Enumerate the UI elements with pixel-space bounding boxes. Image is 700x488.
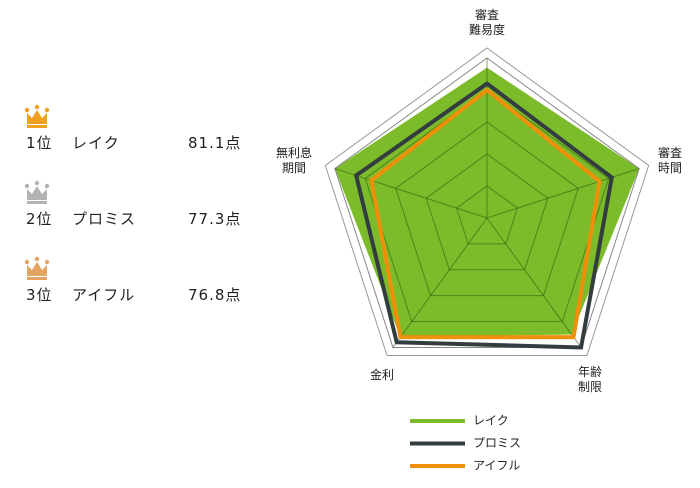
- spoke: [334, 168, 488, 219]
- crown-jewel: [44, 259, 50, 265]
- crown-band: [27, 277, 47, 280]
- rank: 1位: [26, 134, 53, 152]
- legend-label: レイク: [473, 414, 509, 428]
- crown-icon: [27, 262, 47, 276]
- crown-band: [27, 125, 47, 128]
- crown-band: [27, 201, 47, 204]
- name: プロミス: [72, 210, 137, 228]
- grid-ring: [334, 57, 640, 348]
- crown-jewel: [34, 180, 40, 186]
- crown-jewel: [24, 259, 30, 265]
- crown-jewel: [34, 104, 40, 110]
- crown-jewel: [24, 107, 30, 113]
- crown-jewel: [44, 183, 50, 189]
- score: 77.3点: [188, 210, 242, 228]
- crown-jewel: [24, 183, 30, 189]
- axis-label: 金利: [369, 368, 394, 382]
- crown-jewel: [44, 107, 50, 113]
- axis-label: 審査 時間: [657, 146, 682, 175]
- grid-ring: [364, 89, 610, 323]
- name: レイク: [72, 134, 120, 152]
- name: アイフル: [72, 286, 136, 304]
- axis-label: 年齢 制限: [577, 365, 602, 394]
- grid-ring: [455, 185, 519, 245]
- crown-icon: [27, 186, 47, 200]
- rank: 3位: [26, 286, 53, 304]
- legend-label: アイフル: [473, 459, 520, 473]
- spoke: [486, 217, 582, 348]
- rank: 2位: [26, 210, 53, 228]
- crown-icon: [27, 110, 47, 124]
- axis-label: 無利息 期間: [275, 146, 312, 175]
- axis-label: 審査 難易度: [468, 8, 505, 37]
- legend-label: プロミス: [473, 436, 521, 450]
- crown-jewel: [34, 256, 40, 262]
- score: 76.8点: [188, 286, 242, 304]
- radar-line: [369, 87, 602, 340]
- score: 81.1点: [188, 134, 242, 152]
- grid-ring: [425, 153, 549, 271]
- spoke: [392, 217, 488, 348]
- radar-line: [353, 81, 614, 350]
- grid-ring: [395, 121, 579, 297]
